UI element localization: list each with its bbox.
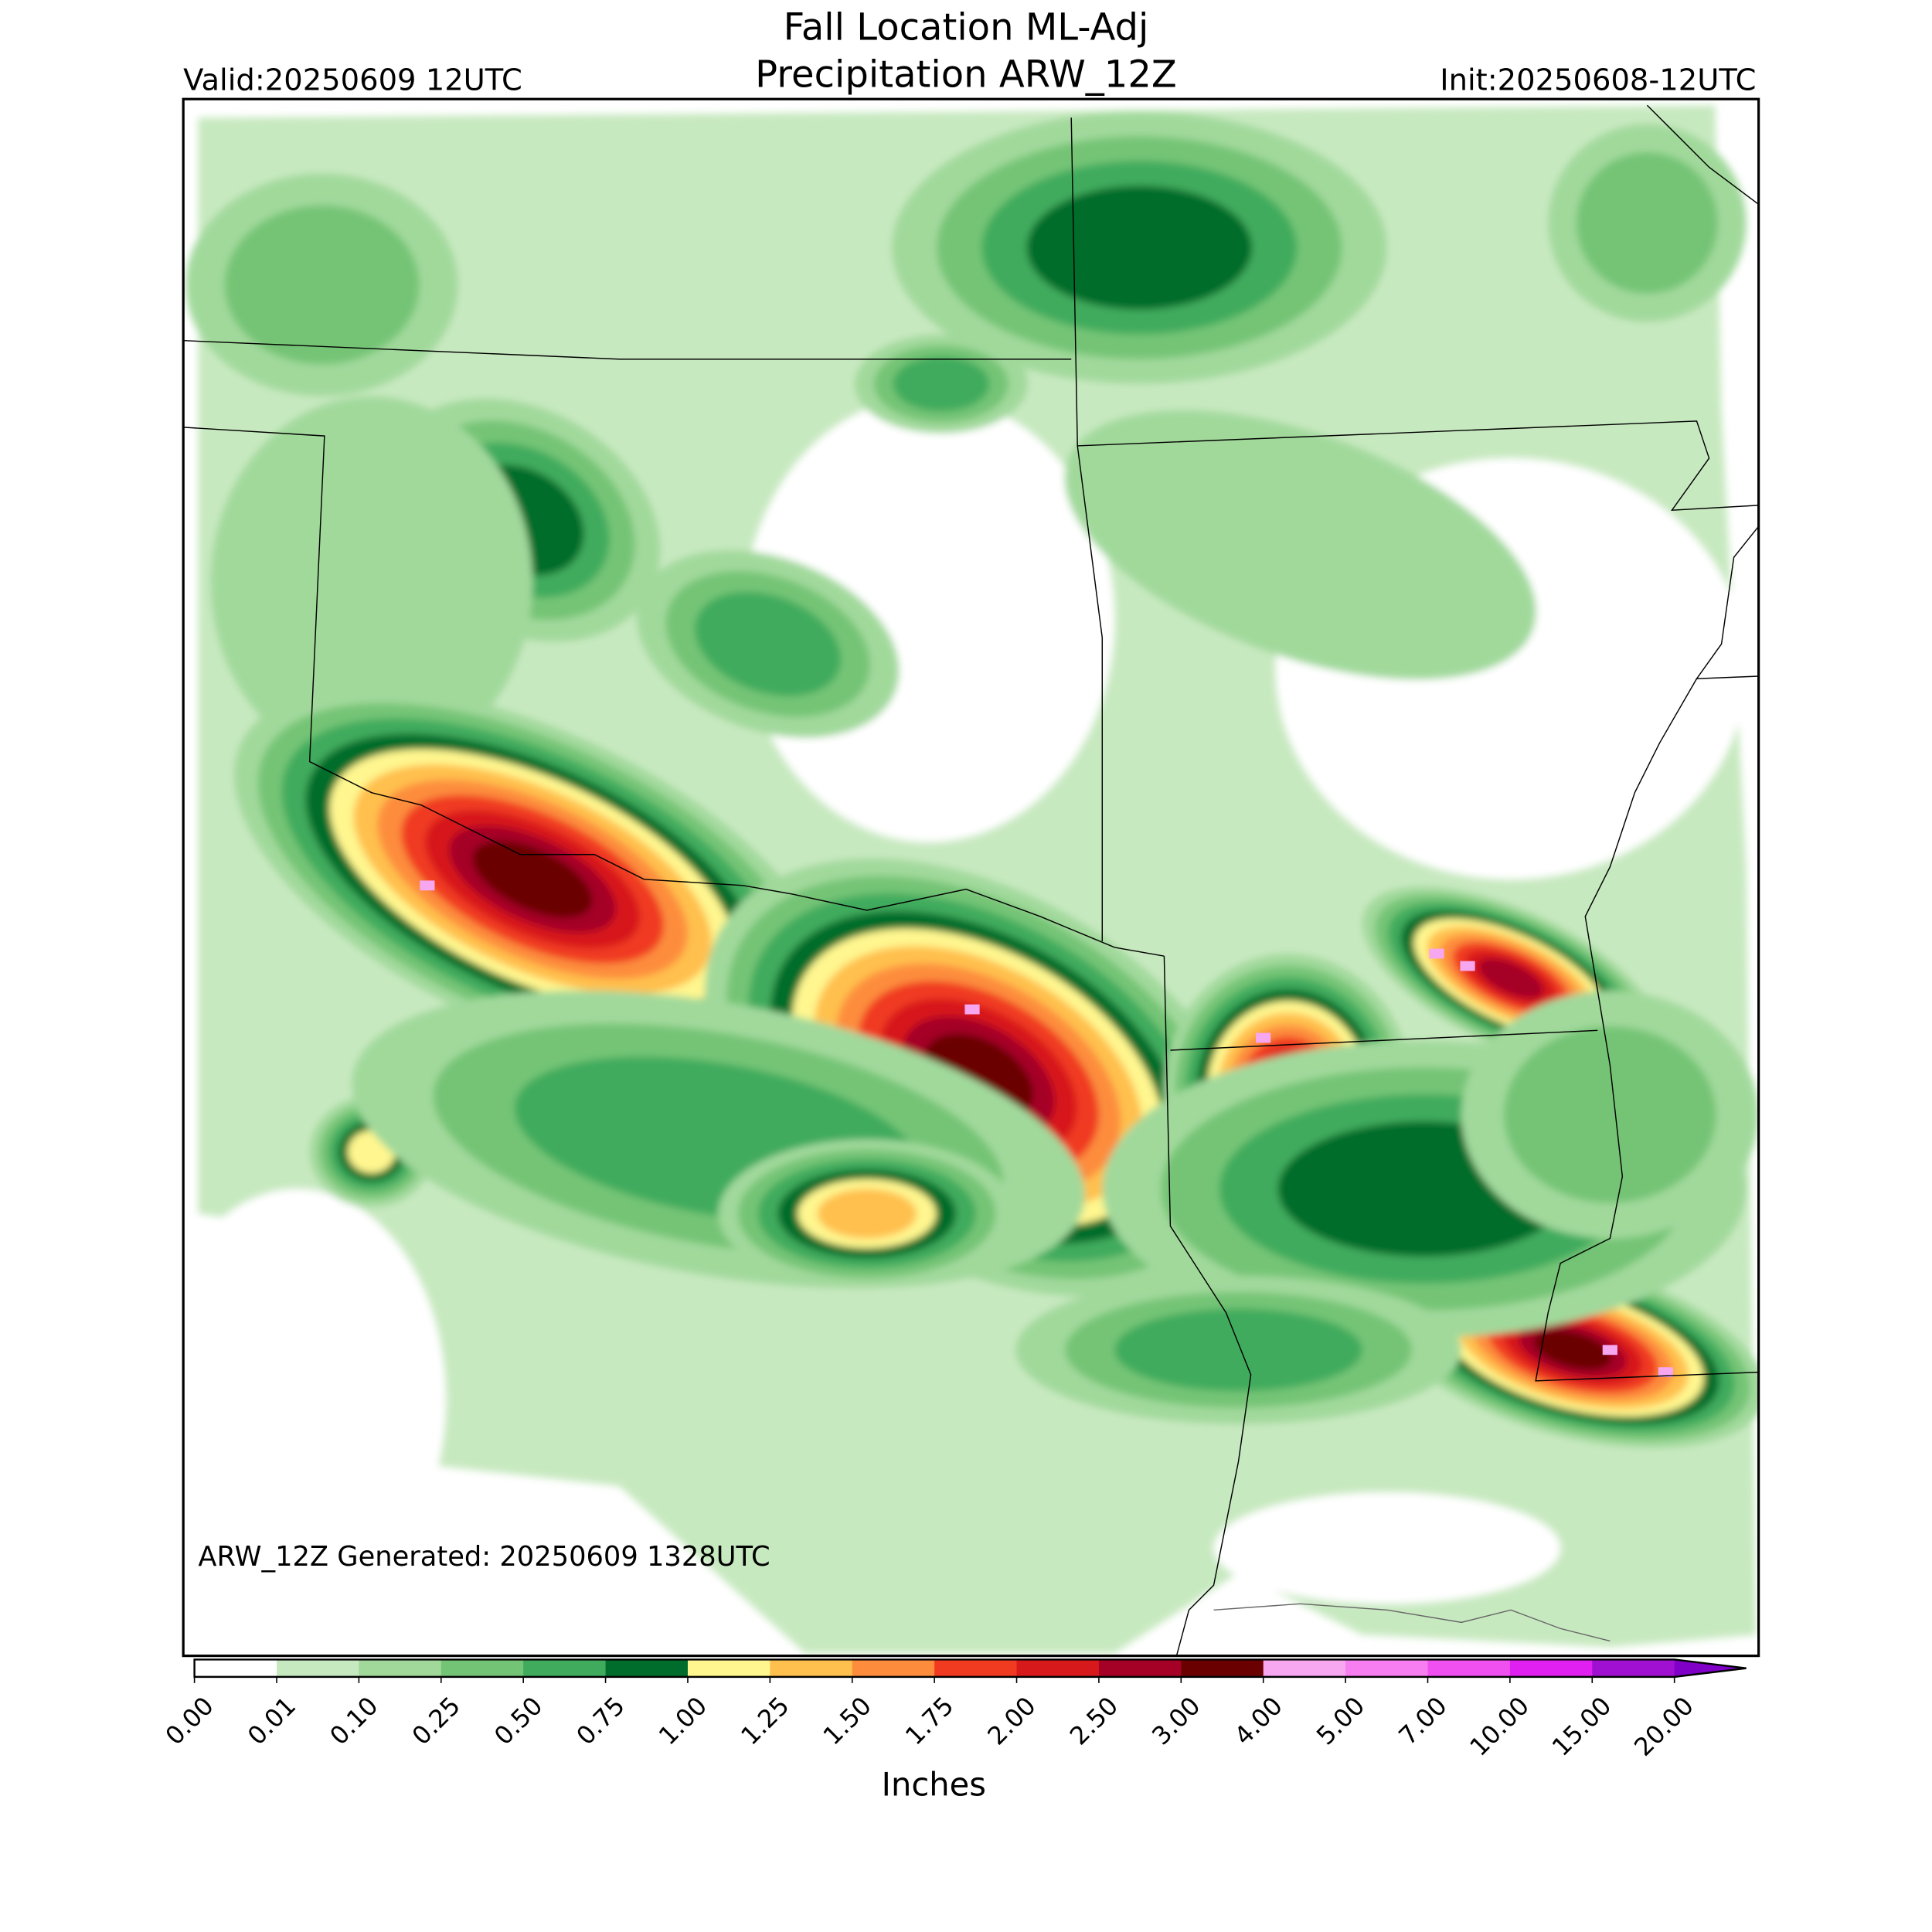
- colorbar-tick-label: 0.10: [324, 1691, 383, 1750]
- colorbar-tick-label: 15.00: [1546, 1691, 1617, 1762]
- generated-note: ARW_12Z Generated: 20250609 1328UTC: [198, 1541, 770, 1573]
- colorbar-segment: [1345, 1659, 1428, 1677]
- colorbar-segment: [605, 1659, 689, 1677]
- precip-contour: [695, 591, 842, 696]
- colorbar: 0.00 0.01 0.10 0.25 0.50 0.75 1.00 1.25 1.50 1.75…: [160, 1658, 1747, 1762]
- precip-max: [964, 1004, 980, 1015]
- colorbar-segment: [687, 1659, 770, 1677]
- colorbar-segment: [852, 1659, 935, 1677]
- title-line: Precipitation ARW_12Z: [755, 53, 1177, 96]
- state-borders: [183, 104, 1759, 1656]
- colorbar-segment: [934, 1659, 1018, 1677]
- colorbar-extend: [1674, 1659, 1747, 1677]
- colorbar-segment: [1016, 1659, 1100, 1677]
- precip-max: [1658, 1367, 1674, 1378]
- valid-time: Valid:20250609 12UTC: [183, 63, 522, 97]
- colorbar-segment: [1509, 1659, 1593, 1677]
- precip-contour: [210, 396, 533, 768]
- precip-contour: [1576, 151, 1718, 294]
- colorbar-segment: [1592, 1659, 1675, 1677]
- precip-contour: [817, 1189, 917, 1239]
- colorbar-segment: [770, 1659, 853, 1677]
- precip-contour: [1534, 1330, 1612, 1370]
- precip-contour: [893, 356, 990, 412]
- coastline: [1213, 1603, 1611, 1642]
- init-time: Init:20250608-12UTC: [1440, 63, 1756, 97]
- precip-max: [1602, 1345, 1617, 1355]
- precip-contour: [472, 841, 593, 918]
- colorbar-segment: [359, 1659, 442, 1677]
- colorbar-tick-label: 0.50: [488, 1691, 548, 1750]
- colorbar-segment: [276, 1659, 359, 1677]
- colorbar-tick-label: 3.00: [1146, 1691, 1206, 1750]
- colorbar-segment: [440, 1659, 524, 1677]
- precip-contour: [1114, 1308, 1362, 1392]
- colorbar-segment: [523, 1659, 607, 1677]
- colorbar-tick-label: 10.00: [1464, 1691, 1535, 1762]
- precip-field: [183, 105, 1759, 1654]
- map-frame: [182, 97, 1760, 1658]
- colorbar-segment: [194, 1659, 277, 1677]
- precip-max: [420, 880, 435, 891]
- colorbar-tick-label: 7.00: [1393, 1691, 1452, 1750]
- title-line: Fall Location ML-Adj: [784, 5, 1149, 49]
- colorbar-tick-label: 1.00: [653, 1691, 713, 1750]
- precip-map: [183, 99, 1759, 1656]
- colorbar-tick-label: 4.00: [1229, 1691, 1288, 1750]
- precip-contour: [1026, 185, 1253, 310]
- precip-contour: [1478, 958, 1543, 998]
- precip-contour: [1064, 410, 1536, 680]
- colorbar-tick-label: 0.00: [160, 1691, 219, 1750]
- precip-contour: [1503, 1026, 1716, 1203]
- colorbar-tick-label: 20.00: [1628, 1691, 1699, 1762]
- colorbar-tick-label: 0.75: [570, 1691, 630, 1750]
- colorbar-tick-label: 1.75: [900, 1691, 959, 1750]
- colorbar-tick-label: 0.01: [242, 1691, 301, 1750]
- precip-contour: [224, 205, 420, 365]
- colorbar-tick-label: 2.00: [981, 1691, 1041, 1750]
- precip-max: [1256, 1032, 1271, 1043]
- colorbar-tick-label: 5.00: [1311, 1691, 1370, 1750]
- colorbar-tick-label: 1.50: [818, 1691, 877, 1750]
- dry-area: [1213, 1492, 1561, 1604]
- precip-max: [1460, 961, 1475, 971]
- colorbar-segment: [1181, 1659, 1264, 1677]
- precip-max: [1429, 948, 1444, 959]
- dry-area: [183, 1189, 446, 1611]
- colorbar-tick-label: 0.25: [406, 1691, 466, 1750]
- colorbar-segment: [1263, 1659, 1346, 1677]
- colorbar-tick-label: 2.50: [1064, 1691, 1124, 1750]
- colorbar-segment: [1427, 1659, 1511, 1677]
- colorbar-outline: [193, 1658, 1747, 1679]
- colorbar-label: Inches: [882, 1766, 986, 1804]
- colorbar-segment: [1098, 1659, 1182, 1677]
- colorbar-tick-label: 1.25: [735, 1691, 794, 1750]
